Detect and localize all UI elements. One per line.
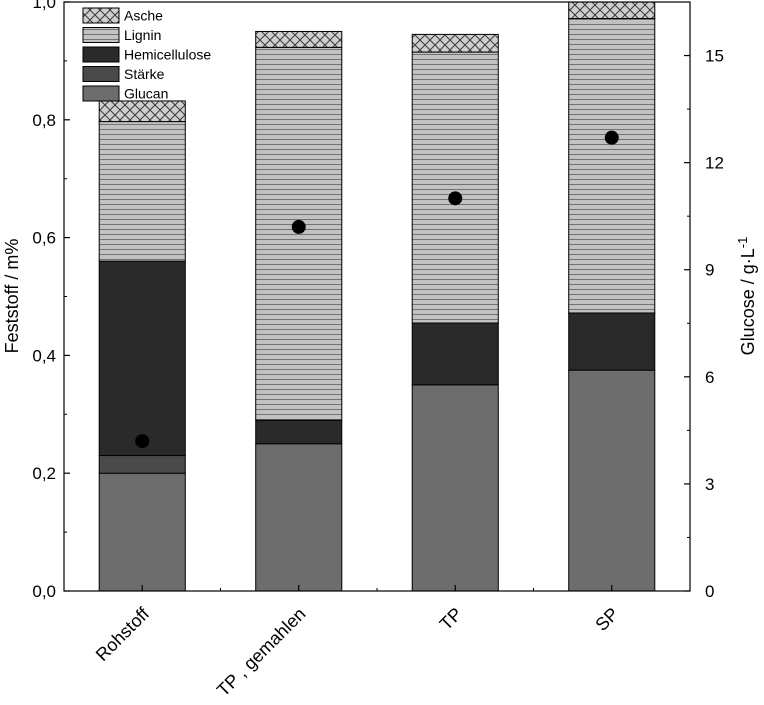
y-right-tick-label: 6 (705, 368, 714, 387)
y-axis-left: 0,0 0,2 0,4 0,6 0,8 1,0 (32, 0, 70, 601)
x-tick-label-tp: TP (436, 604, 466, 634)
x-tick-label-rohstoff: Rohstoff (92, 603, 154, 665)
bar-asche-rohstoff (98, 100, 186, 123)
y-axis-title-left: Feststoff / m% (2, 239, 22, 354)
bar-lignin-tp (411, 51, 499, 324)
legend-swatch-starke (82, 66, 120, 82)
bar-lignin-sp (568, 17, 656, 314)
legend-label-asche: Asche (124, 8, 163, 24)
y-axis-title-right: Glucose / g·L-1 (735, 237, 758, 356)
bar-lignin-rohstoff (98, 121, 186, 262)
y-right-tick-label: 3 (705, 475, 714, 494)
y-left-tick-label: 0,6 (32, 229, 56, 248)
bar-hemicellulose-rohstoff (98, 260, 186, 457)
glucose-point-tp (448, 191, 463, 206)
bar-glucan-rohstoff (98, 472, 186, 592)
bar-asche-tp-gemahlen (255, 30, 343, 48)
legend-label-glucan: Glucan (124, 86, 168, 102)
glucose-point-rohstoff (135, 434, 150, 449)
y-right-tick-label: 9 (705, 261, 714, 280)
y-left-tick-label: 1,0 (32, 0, 56, 12)
y-left-tick-label: 0,4 (32, 346, 56, 365)
bar-hemicellulose-tp-gemahlen (255, 419, 343, 445)
bar-asche-sp (568, 1, 656, 19)
y-left-tick-label: 0,0 (32, 582, 56, 601)
bar-glucan-tp-gemahlen (255, 443, 343, 592)
bar-hemicellulose-sp (568, 312, 656, 371)
y-right-tick-label: 12 (705, 154, 724, 173)
legend: Asche Lignin Hemicellulose Stärke Glucan (82, 7, 211, 102)
legend-swatch-lignin (82, 27, 120, 43)
y-right-tick-label: 15 (705, 47, 724, 66)
glucose-point-sp (604, 130, 619, 145)
bar-starke-rohstoff (98, 455, 186, 474)
glucose-markers-layer (135, 130, 619, 449)
glucose-point-tp-gemahlen (291, 219, 306, 234)
y-left-tick-label: 0,8 (32, 111, 56, 130)
y-axis-title-right-main: Glucose / g·L (738, 248, 758, 355)
legend-label-lignin: Lignin (124, 27, 161, 43)
bars-layer (98, 1, 656, 592)
bar-glucan-sp (568, 369, 656, 592)
y-axis-title-right-superscript: -1 (735, 237, 750, 249)
legend-swatch-glucan (82, 85, 120, 102)
x-axis: Rohstoff TP , gemahlen TP SP (92, 585, 623, 700)
legend-label-starke: Stärke (124, 66, 165, 82)
legend-swatch-hemicellulose (82, 46, 120, 63)
bar-hemicellulose-tp (411, 322, 499, 386)
bar-asche-tp (411, 33, 499, 53)
x-tick-label-tp-gemahlen: TP , gemahlen (213, 604, 310, 701)
legend-swatch-asche (82, 7, 120, 24)
y-right-tick-label: 0 (705, 582, 714, 601)
legend-label-hemicellulose: Hemicellulose (124, 47, 211, 63)
bar-glucan-tp (411, 384, 499, 592)
y-left-tick-label: 0,2 (32, 464, 56, 483)
y-axis-right: 0 3 6 9 12 15 (684, 47, 724, 601)
x-tick-label-sp: SP (591, 604, 622, 635)
